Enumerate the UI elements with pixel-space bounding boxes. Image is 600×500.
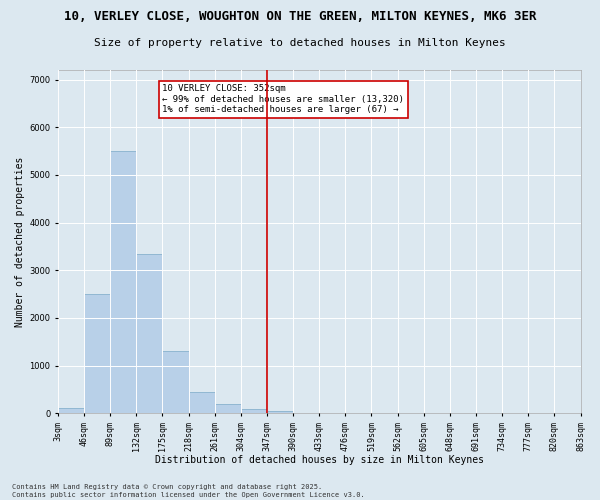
Text: 10, VERLEY CLOSE, WOUGHTON ON THE GREEN, MILTON KEYNES, MK6 3ER: 10, VERLEY CLOSE, WOUGHTON ON THE GREEN,… bbox=[64, 10, 536, 23]
Bar bbox=[215, 404, 241, 413]
Bar bbox=[84, 294, 110, 413]
Text: Size of property relative to detached houses in Milton Keynes: Size of property relative to detached ho… bbox=[94, 38, 506, 48]
Bar bbox=[136, 254, 163, 413]
Bar bbox=[188, 392, 215, 413]
Bar bbox=[163, 351, 188, 413]
Bar bbox=[58, 408, 84, 413]
Text: 10 VERLEY CLOSE: 352sqm
← 99% of detached houses are smaller (13,320)
1% of semi: 10 VERLEY CLOSE: 352sqm ← 99% of detache… bbox=[163, 84, 404, 114]
Bar bbox=[110, 151, 136, 413]
X-axis label: Distribution of detached houses by size in Milton Keynes: Distribution of detached houses by size … bbox=[155, 455, 484, 465]
Y-axis label: Number of detached properties: Number of detached properties bbox=[15, 156, 25, 327]
Bar bbox=[267, 412, 293, 413]
Bar bbox=[241, 410, 267, 413]
Text: Contains HM Land Registry data © Crown copyright and database right 2025.
Contai: Contains HM Land Registry data © Crown c… bbox=[12, 484, 365, 498]
